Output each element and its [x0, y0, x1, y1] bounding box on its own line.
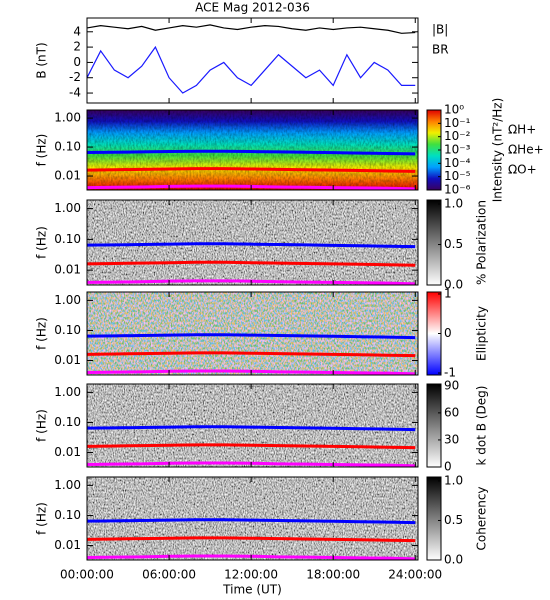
colorbar-tick-label: 1 [444, 286, 452, 300]
y-tick-label: 0.01 [54, 538, 81, 552]
colorbar-tick-label: 1.0 [444, 473, 463, 487]
plot-frame [86, 291, 419, 376]
colorbar-tick-label: 30 [444, 432, 459, 446]
colorbar-tick-label: 0.5 [444, 237, 463, 251]
gyro-line [87, 536, 416, 543]
colorbar [426, 199, 442, 286]
x-tick-label: 18:00:00 [306, 568, 360, 582]
y-tick-label: 0.01 [54, 169, 81, 183]
legend-entry: |B| [432, 23, 448, 37]
spectrogram [87, 384, 418, 467]
y-tick-label: 0.10 [54, 508, 81, 522]
gyro-line [87, 443, 416, 450]
y-tick-label: 1.00 [54, 111, 81, 125]
y-tick-label: 4 [73, 24, 81, 38]
colorbar-tick-label: 0 [444, 460, 452, 474]
y-axis-label: f (Hz) [35, 409, 49, 442]
colorbar [426, 383, 442, 468]
gyro-line [87, 351, 416, 358]
colorbar-tick-label: 10⁻³ [444, 143, 471, 157]
colorbar-tick-label: 90 [444, 378, 459, 392]
y-tick-label: 0.01 [54, 263, 81, 277]
gyro-line [87, 333, 416, 340]
colorbar-tick-label: 0 [444, 326, 452, 340]
colorbar-tick-label: 10⁻⁵ [444, 169, 471, 183]
line [87, 24, 416, 34]
y-tick-label: 2 [73, 40, 81, 54]
x-axis-label: Time (UT) [222, 583, 282, 597]
gyro-line [87, 149, 416, 156]
y-tick-label: 1.00 [54, 385, 81, 399]
y-tick-label: 1.00 [54, 201, 81, 215]
colorbar-label: Coherency [475, 486, 489, 550]
legend-entry: BR [432, 43, 449, 57]
colorbar-label: % Polarization [475, 200, 489, 285]
gyro-line [87, 167, 416, 173]
gyro-line [87, 260, 416, 267]
x-tick-label: 24:00:00 [388, 568, 442, 582]
x-tick-label: 12:00:00 [224, 568, 278, 582]
chart-title: ACE Mag 2012-036 [195, 1, 310, 15]
x-tick-label: 00:00:00 [60, 568, 114, 582]
y-axis-label: B (nT) [35, 42, 49, 78]
y-axis-label: f (Hz) [35, 317, 49, 350]
colorbar-tick-label: 10⁻¹ [444, 116, 471, 130]
colorbar-label: Intensity (nT²/Hz) [491, 98, 505, 203]
y-tick-label: 0 [73, 55, 81, 69]
colorbar-label: k dot B (Deg) [475, 386, 489, 466]
y-axis-label: f (Hz) [35, 134, 49, 167]
colorbar-tick-label: 10⁻⁶ [444, 183, 471, 197]
y-tick-label: 1.00 [54, 293, 81, 307]
colorbar-tick-label: -1 [444, 366, 456, 380]
y-tick-label: 0.10 [54, 232, 81, 246]
y-axis-label: f (Hz) [35, 502, 49, 535]
colorbar-tick-label: 10⁻² [444, 129, 471, 143]
y-tick-label: 0.01 [54, 353, 81, 367]
colorbar-tick-label: 0.0 [444, 278, 463, 292]
colorbar-tick-label: 0.5 [444, 513, 463, 527]
y-tick-label: 0.10 [54, 323, 81, 337]
y-tick-label: -4 [69, 86, 81, 100]
gyro-line [87, 242, 416, 249]
y-tick-label: 0.10 [54, 140, 81, 154]
line [87, 45, 416, 94]
y-tick-label: 0.10 [54, 415, 81, 429]
y-tick-label: 1.00 [54, 478, 81, 492]
colorbar-tick-label: 1.0 [444, 197, 463, 211]
colorbar-tick-label: 0.0 [444, 553, 463, 567]
plot-frame [86, 199, 419, 286]
gyro-line [87, 518, 416, 525]
plot-frame [86, 17, 419, 104]
y-tick-label: 0.01 [54, 445, 81, 459]
colorbar-tick-label: 60 [444, 405, 459, 419]
colorbar-tick-label: 10⁻⁴ [444, 156, 471, 170]
x-tick-label: 06:00:00 [142, 568, 196, 582]
spectrogram [87, 477, 418, 560]
colorbar-label: Ellipticity [475, 306, 489, 361]
plot-frame [86, 109, 419, 191]
legend-entry: ΩO+ [508, 163, 537, 177]
spectrogram [87, 200, 418, 285]
y-axis-label: f (Hz) [35, 226, 49, 259]
y-tick-label: -2 [69, 70, 81, 84]
colorbar [426, 476, 442, 561]
spectrogram-noise [87, 110, 418, 190]
legend-entry: ΩH+ [508, 123, 536, 137]
gyro-line [87, 425, 416, 432]
plot-frame [86, 476, 419, 561]
plot-frame [86, 383, 419, 468]
colorbar-tick-label: 10⁰ [444, 103, 464, 117]
legend-entry: ΩHe+ [508, 143, 544, 157]
spectrogram-noise [87, 292, 418, 375]
